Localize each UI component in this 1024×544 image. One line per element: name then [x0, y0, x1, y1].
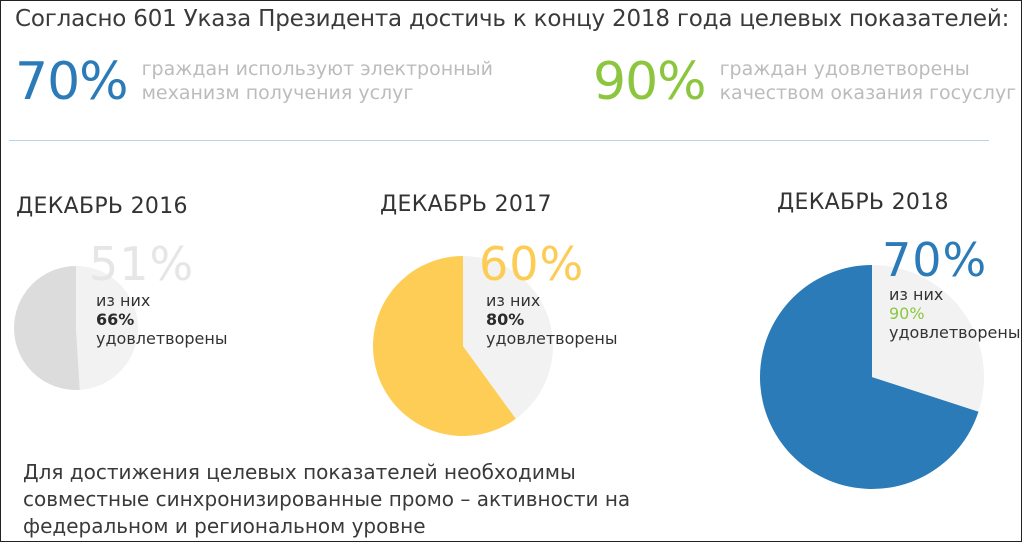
footer-line1: Для достижения целевых показателей необх…: [23, 460, 576, 484]
target-electronic-value: 70%: [15, 52, 129, 112]
period-label-2018: из них 90% удовлетворены: [889, 285, 1020, 342]
period-label-2018-line1: из них: [889, 285, 944, 304]
target-satisfaction-desc: граждан удовлетворены качеством оказания…: [720, 57, 1017, 105]
period-percent-2017: 60%: [479, 237, 585, 291]
target-electronic-desc: граждан используют электронный механизм …: [142, 57, 493, 105]
pie-slice-value-2018: [759, 265, 979, 489]
period-title-2018: ДЕКАБРЬ 2018: [777, 190, 949, 215]
period-satisfied-2016: 66%: [96, 310, 135, 329]
period-label-2017-line2: удовлетворены: [486, 329, 618, 348]
period-satisfied-2017: 80%: [486, 310, 525, 329]
period-label-2016-line1: из них: [96, 291, 151, 310]
divider: [9, 140, 989, 141]
period-label-2018-line2: удовлетворены: [889, 323, 1021, 342]
period-label-2016: из них 66% удовлетворены: [96, 291, 227, 348]
target-electronic: 70% граждан используют электронный механ…: [15, 53, 493, 111]
period-label-2017-line1: из них: [486, 291, 541, 310]
pie-slice-value-2017: [372, 256, 516, 437]
target-satisfaction-value: 90%: [593, 52, 707, 112]
footer-line2: совместные синхронизированные промо – ак…: [23, 487, 631, 511]
pie-slice-rest-2017: [463, 256, 553, 419]
period-title-2017: ДЕКАБРЬ 2017: [380, 192, 552, 217]
period-satisfied-2018: 90%: [889, 304, 925, 323]
target-satisfaction-line2: качеством оказания госуслуг: [719, 82, 1017, 104]
target-satisfaction-line1: граждан удовлетворены: [719, 58, 970, 80]
period-label-2016-line2: удовлетворены: [96, 329, 228, 348]
pie-slice-rest-2018: [872, 265, 984, 412]
period-label-2017: из них 80% удовлетворены: [486, 291, 617, 348]
footer-note: Для достижения целевых показателей необх…: [23, 459, 630, 540]
target-electronic-line1: граждан используют электронный: [141, 58, 493, 80]
target-electronic-line2: механизм получения услуг: [141, 82, 414, 104]
pie-slice-rest-2016: [76, 266, 139, 390]
period-percent-2018: 70%: [882, 233, 988, 287]
target-satisfaction: 90% граждан удовлетворены качеством оказ…: [593, 53, 1016, 111]
headline: Согласно 601 Указа Президента достичь к …: [15, 6, 1010, 32]
period-percent-2016: 51%: [89, 237, 195, 291]
period-title-2016: ДЕКАБРЬ 2016: [16, 194, 188, 219]
pie-slice-value-2016: [14, 266, 80, 390]
footer-line3: федеральном и региональном уровне: [23, 514, 426, 538]
